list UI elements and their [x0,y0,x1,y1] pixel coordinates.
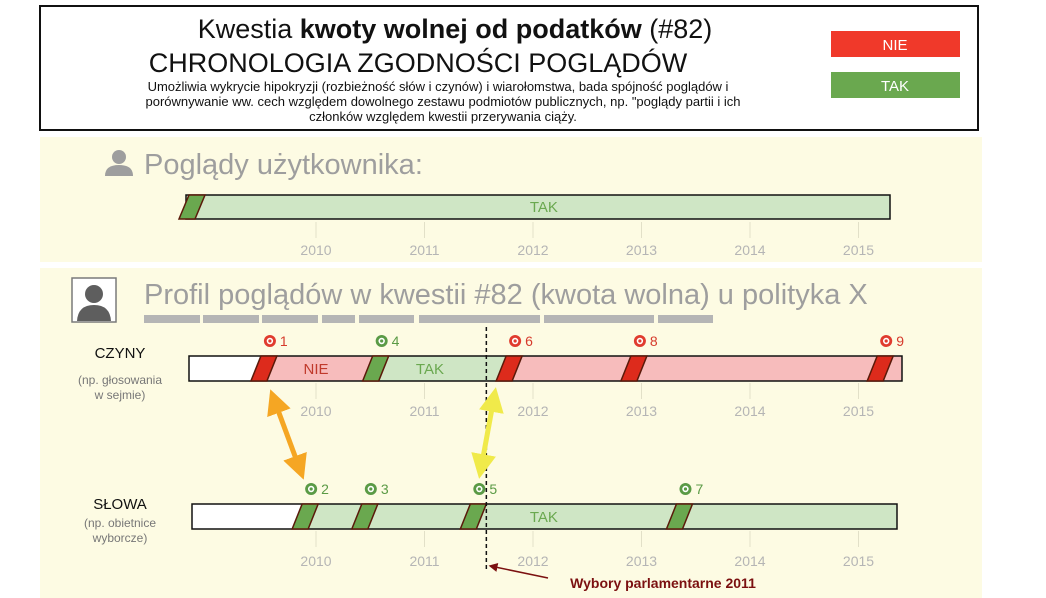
slowa-label: SŁOWA [93,496,147,513]
legend-nie-label: NIE [882,37,907,54]
year-label: 2010 [300,242,331,258]
marker-7-number: 7 [695,481,703,497]
marker-3 [350,503,379,530]
bar-outline [188,355,903,382]
marker-6-number: 6 [525,333,533,349]
marker-9 [866,355,895,382]
description-line-1: Umożliwia wykrycie hipokryzji (rozbieżno… [148,79,729,94]
tag-placeholders [144,315,713,323]
bar-segment-nie [509,356,634,381]
user-section: Poglądy użytkownika: TAK 2010 2011 2012 201… [40,137,982,262]
marker-1 [249,355,279,382]
marker-5-number: 5 [489,481,497,497]
bar-segment-tak [679,504,897,529]
page-title: Kwestia kwoty wolnej od podatków (#82) [198,14,713,44]
slowa-year-axis: 2010 2011 2012 2013 2014 2015 [300,531,874,569]
politician-section: Profil poglądów w kwestii #82 (kwota wol… [40,268,982,598]
user-bar-segment-tak [185,194,891,220]
marker-2-number: 2 [321,481,329,497]
bar-segment-nie [633,356,881,381]
marker-3-target-dot [369,487,373,491]
bar-outline [191,503,898,530]
page-subtitle: CHRONOLOGIA ZGODNOŚCI POGLĄDÓW [149,46,688,78]
legend-tak: TAK [831,72,960,98]
arrow-1-2 [267,389,307,480]
marker-2 [291,503,320,530]
czyny-sublabel-1: (np. głosowania [78,373,162,387]
marker-4 [361,355,390,382]
bar-segment-nie [263,356,376,381]
slowa-sublabel-1: (np. obietnice [84,516,156,530]
marker-4-target-dot [380,339,384,343]
year-label: 2015 [843,403,874,419]
slowa-timeline: TAK 2 3 5 7 [191,481,898,530]
marker-8-target-dot [638,339,642,343]
correspondence-arrows [267,387,504,480]
marker-6-target-dot [513,339,517,343]
segment-label-tak: TAK [530,509,558,526]
slowa-sublabel-2: wyborcze) [92,531,148,545]
year-label: 2013 [626,242,657,258]
marker-2-target-dot [309,487,313,491]
user-icon [105,150,133,176]
description-line-3: członków względem kwestii przerywania ci… [309,109,577,124]
marker-9-target-dot [884,339,888,343]
user-bar-label: TAK [530,199,558,216]
bar-segment-tak [364,504,474,529]
marker-5 [459,503,488,530]
year-label: 2013 [626,553,657,569]
year-label: 2014 [734,242,765,258]
marker-1-target-dot [268,339,272,343]
marker-9-number: 9 [896,333,904,349]
marker-3-number: 3 [381,481,389,497]
year-label: 2014 [734,403,765,419]
year-label: 2011 [409,553,439,569]
election-label: Wybory parlamentarne 2011 [570,575,756,591]
year-label: 2013 [626,403,657,419]
marker-6 [495,355,524,382]
czyny-label: CZYNY [95,345,146,362]
marker-7-target-dot [683,487,688,491]
bar-segment-empty [189,356,264,381]
politician-avatar [71,277,117,323]
year-label: 2011 [409,403,439,419]
year-label: 2010 [300,403,331,419]
czyny-sublabel-2: w sejmie) [94,388,146,402]
marker-8-number: 8 [650,333,658,349]
politician-section-title: Profil poglądów w kwestii #82 (kwota wol… [144,279,868,311]
year-label: 2011 [409,242,439,258]
czyny-year-axis: 2010 2011 2012 2013 2014 2015 [300,383,874,419]
year-label: 2014 [734,553,765,569]
bar-segment-empty [192,504,306,529]
year-label: 2010 [300,553,331,569]
czyny-timeline: NIE TAK 1 4 6 8 9 [188,333,904,382]
description-line-2: porównywanie ww. cech względem dowolnego… [146,94,741,109]
year-label: 2012 [517,242,548,258]
year-label: 2012 [517,403,548,419]
user-start-marker [177,194,207,220]
arrow-6-5 [471,387,504,479]
marker-7 [665,503,694,530]
segment-label-nie: NIE [303,361,328,378]
user-section-title: Poglądy użytkownika: [144,149,423,181]
year-label: 2015 [843,553,874,569]
legend-nie: NIE [831,31,960,57]
marker-1-number: 1 [280,333,288,349]
header-box: Kwestia kwoty wolnej od podatków (#82) C… [39,5,979,131]
year-label: 2012 [517,553,548,569]
marker-8 [619,355,649,382]
segment-label-tak: TAK [416,361,444,378]
marker-4-number: 4 [392,333,400,349]
user-year-axis: 2010 2011 2012 2013 2014 2015 [300,222,874,258]
legend-tak-label: TAK [881,78,909,95]
user-views-bar: TAK [177,194,891,220]
bar-segment-tak [473,504,680,529]
year-label: 2015 [843,242,874,258]
marker-5-target-dot [477,487,481,491]
election-pointer-arrow [488,563,549,579]
